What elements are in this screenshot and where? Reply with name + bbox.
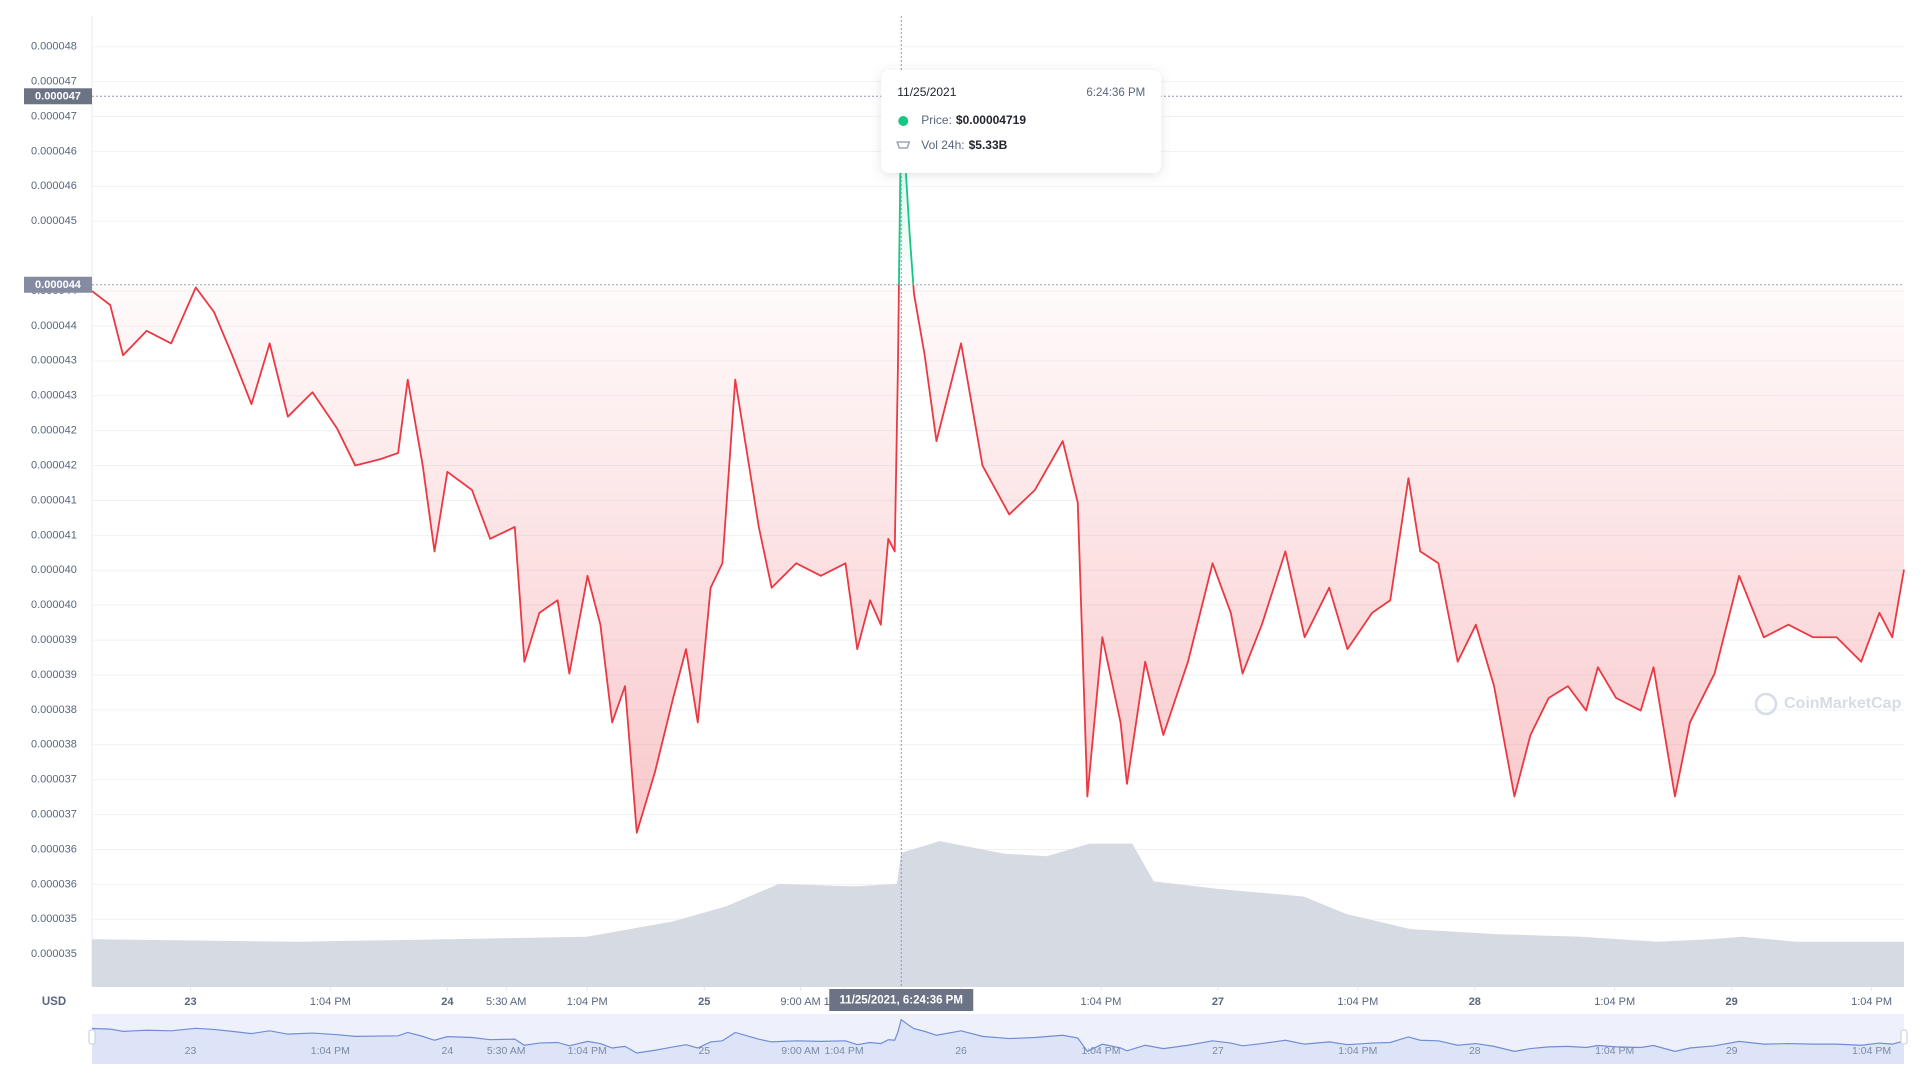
price-line-up [898,95,915,285]
navigator-tick-label: 1:04 PM [825,1045,864,1057]
navigator-tick-label: 25 [698,1045,710,1057]
x-tick-label: 25 [698,996,710,1008]
x-tick-label: 27 [1212,996,1224,1008]
watermark-logo [1754,692,1778,716]
y-tick-label: 0.000036 [31,878,77,890]
y-tick-label: 0.000040 [31,564,77,576]
navigator-tick-label: 28 [1469,1045,1481,1057]
y-tick-label: 0.000048 [31,41,77,53]
y-tick-label: 0.000041 [31,494,77,506]
y-tick-label: 0.000035 [31,913,77,925]
navigator-tick-label: 1:04 PM [1338,1045,1377,1057]
tooltip-price-dot [898,116,909,126]
navigator-tick-label: 26 [955,1045,967,1057]
navigator-area [92,1019,1904,1064]
baseline-label: 0.000044 [35,279,82,291]
price-axis-label-box [24,88,92,105]
navigator-tick-label: 29 [1726,1045,1738,1057]
tooltip-price-value: $0.00004719 [956,113,1026,127]
x-tick-label: 1:04 PM [1080,996,1121,1008]
navigator-tick-label: 1:04 PM [1081,1045,1120,1057]
y-tick-label: 0.000036 [31,843,77,855]
y-tick-label: 0.000044 [31,320,77,332]
tooltip-volume-value: $5.33B [969,138,1008,152]
navigator-line [91,1018,1905,1054]
navigator-tick-label: 23 [185,1045,197,1057]
x-tick-label: 23 [184,996,196,1008]
y-tick-label: 0.000047 [31,110,77,122]
y-tick-label: 0.000042 [31,459,77,471]
tooltip-volume-name: Vol 24h: [921,138,964,152]
navigator-handle[interactable] [88,1029,96,1045]
navigator-tick-label: 5:30 AM [487,1045,526,1057]
navigator-tick-label: 27 [1212,1045,1224,1057]
volume-area [92,841,1904,987]
y-tick-label: 0.000046 [31,145,77,157]
x-tick-label: 1:04 PM [1337,996,1378,1008]
y-tick-label: 0.000043 [31,355,77,367]
x-tick-label: 1:04 PM [1594,996,1635,1008]
tooltip-volume: Vol 24h: $5.33B [921,138,1007,152]
y-tick-label: 0.000037 [31,808,77,820]
x-tick-label: 29 [1726,996,1738,1008]
navigator-tick-label: 1:04 PM [568,1045,607,1057]
y-tick-label: 0.000038 [31,739,77,751]
time-axis-label-box [829,989,974,1011]
x-tick-label: 1:04 PM [567,996,608,1008]
tooltip-price-name: Price: [921,113,952,127]
watermark: CoinMarketCap [1754,692,1902,716]
navigator-tick-label: 9:00 AM [781,1045,820,1057]
tooltip-date: 11/25/2021 [897,85,956,99]
time-axis-label: 11/25/2021, 6:24:36 PM [840,995,963,1007]
navigator-tick-label: 1:04 PM [1852,1045,1891,1057]
y-axis-label: USD [42,996,66,1008]
tooltip-box [881,70,1162,173]
y-tick-label: 0.000045 [31,215,77,227]
y-tick-label: 0.000037 [31,774,77,786]
x-tick-label: 1:04 PM [1851,996,1892,1008]
y-tick-label: 0.000039 [31,669,77,681]
x-tick-label: 9:00 AM [780,996,820,1008]
x-tick-label: 28 [1469,996,1481,1008]
navigator-tick-label: 1:04 PM [311,1045,350,1057]
navigator-tick-label: 24 [441,1045,453,1057]
price-axis-label: 0.000047 [35,91,81,103]
navigator-handle[interactable] [1900,1029,1908,1045]
y-tick-label: 0.000038 [31,704,77,716]
price-area-down [92,284,1904,833]
navigator-tick-label: 1:04 PM [1595,1045,1634,1057]
y-tick-label: 0.000043 [31,390,77,402]
x-tick-label: 5:30 AM [486,996,526,1008]
price-line-down [91,284,1905,834]
tooltip-time: 6:24:36 PM [1086,87,1145,99]
y-tick-label: 0.000039 [31,634,77,646]
baseline-label-box [24,276,92,293]
y-tick-label: 0.000041 [31,529,77,541]
y-tick-label: 0.000035 [31,948,77,960]
x-tick-label: 1:04 PM [310,996,351,1008]
y-tick-label: 0.000047 [31,76,77,88]
watermark-text: CoinMarketCap [1784,695,1902,712]
x-tick-label: 24 [441,996,454,1008]
tooltip-volume-icon [896,141,911,149]
y-tick-label: 0.000040 [31,599,77,611]
tooltip-price: Price: $0.00004719 [921,113,1026,127]
y-tick-label: 0.000046 [31,180,77,192]
y-tick-label: 0.000042 [31,425,77,437]
